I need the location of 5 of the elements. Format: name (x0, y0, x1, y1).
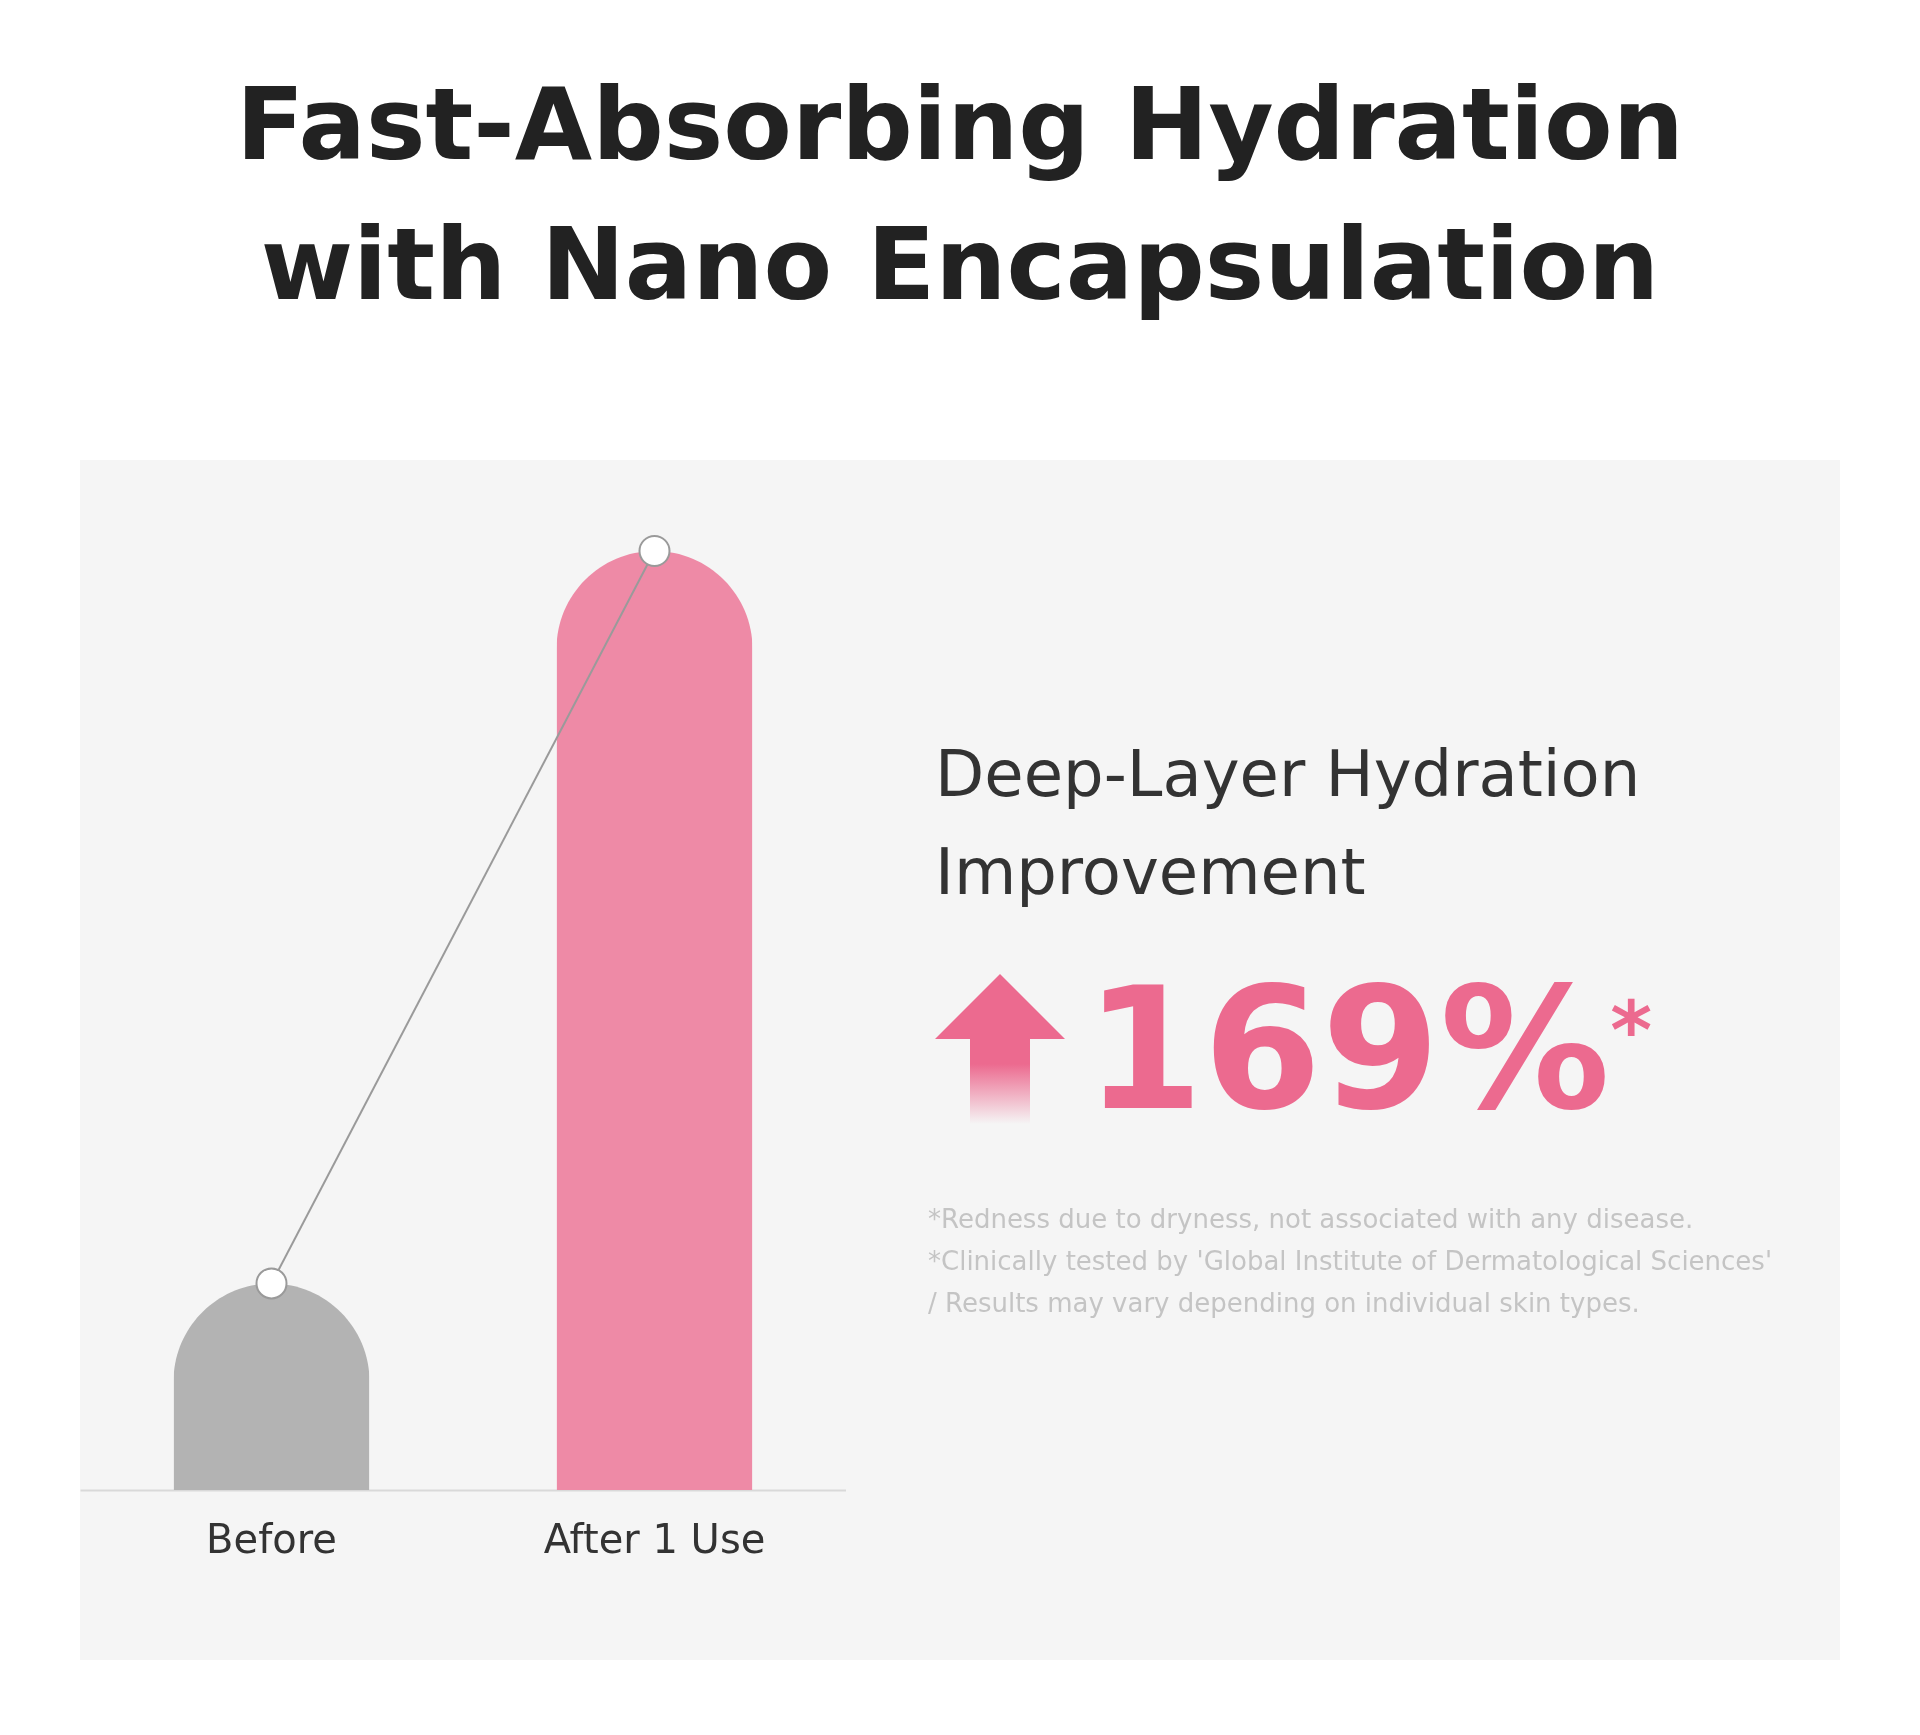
text: Deep-Layer Hydration Improvement (935, 736, 1642, 911)
chart-title: Fast-Absorbing Hydration with Nano Encapsulation (235, 65, 1685, 325)
x-tick-label: Before (206, 1515, 337, 1562)
text: 169%$^{*}$ (1085, 950, 1653, 1148)
x-tick-label: After 1 Use (543, 1515, 766, 1562)
